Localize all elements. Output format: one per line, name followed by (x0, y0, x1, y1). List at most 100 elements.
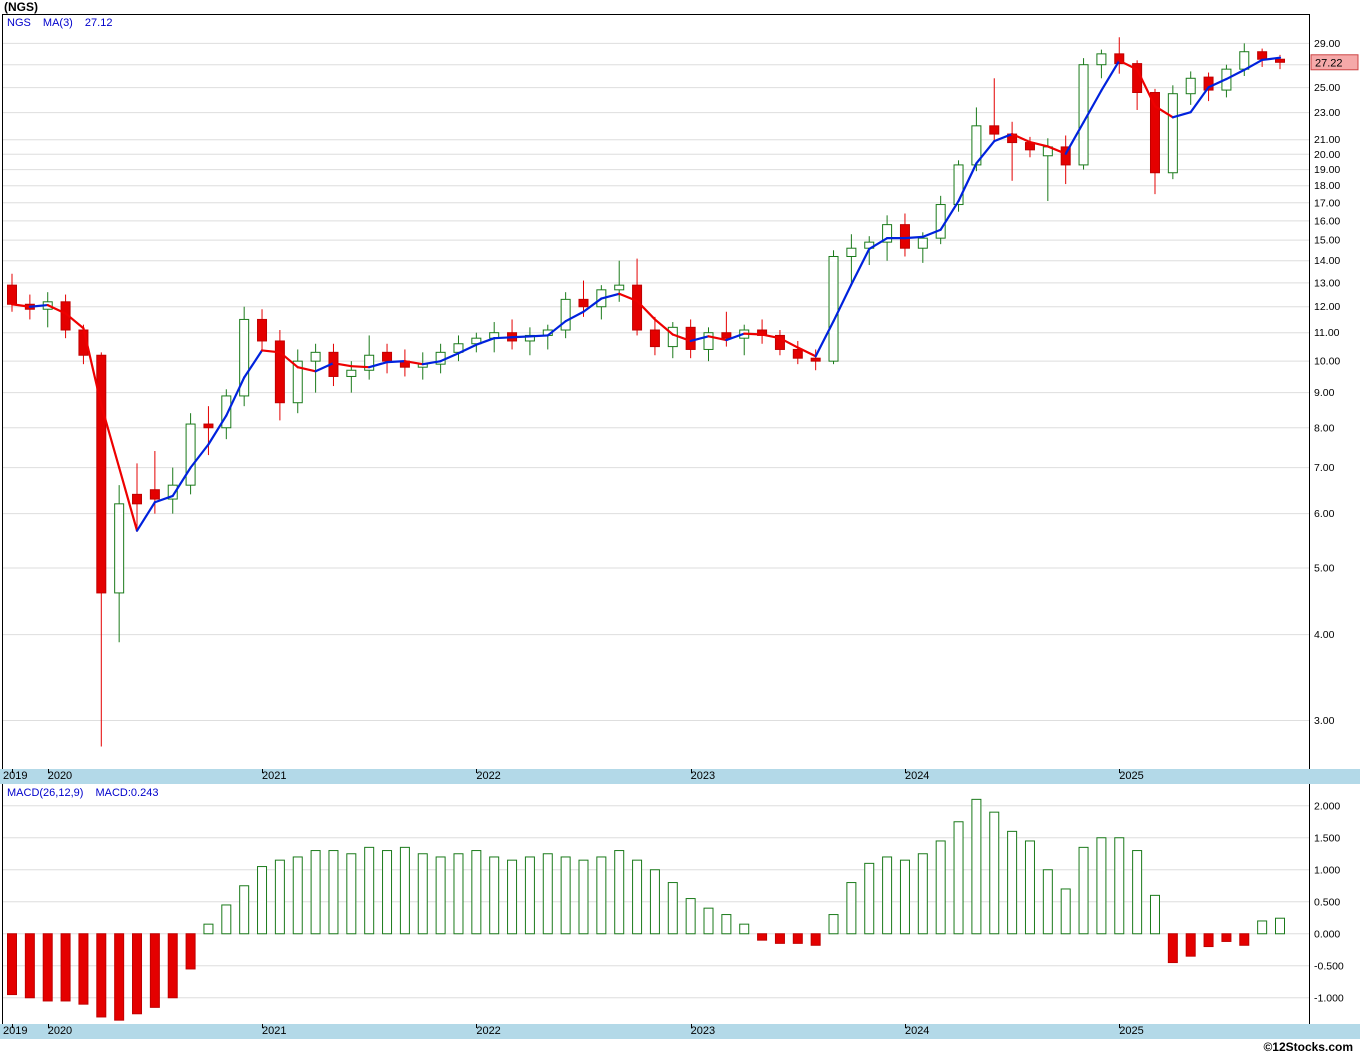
ma-line-segment (10, 303, 31, 308)
x-axis-years-lower: 2019 2020 2021 2022 2023 2024 2025 (0, 1024, 1360, 1039)
candle-body (149, 489, 160, 500)
candle-body (935, 204, 946, 239)
macd-bar-negative (149, 933, 160, 1008)
price-axis-label: 3.00 (1314, 715, 1335, 727)
ma-line-segment (118, 466, 139, 532)
ma-line-segment (635, 299, 657, 321)
ma-line-segment (493, 336, 514, 340)
macd-bar-positive (203, 923, 214, 935)
macd-bar-negative (96, 933, 107, 1018)
candle-body (1060, 146, 1071, 166)
macd-bar-negative (132, 933, 143, 1015)
candle-body (257, 318, 268, 342)
price-axis-label: 23.00 (1314, 107, 1340, 119)
last-price-value: 27.22 (1315, 57, 1343, 69)
macd-bar-positive (435, 856, 446, 935)
ma-line-segment (1118, 59, 1139, 71)
candle-body (899, 224, 910, 249)
candle-body (292, 360, 303, 404)
macd-bar-positive (417, 853, 428, 935)
ma-line-segment (457, 343, 478, 355)
year-tick (262, 1024, 264, 1028)
ma-line-segment (243, 349, 264, 379)
macd-bar-positive (649, 869, 660, 935)
macd-bar-positive (1132, 850, 1143, 935)
candle-body (685, 326, 696, 350)
ma-line-segment (153, 494, 174, 504)
candle-body (917, 237, 928, 249)
candle-body (364, 354, 375, 371)
macd-bar-negative (774, 933, 785, 944)
year-label: 2023 (690, 1025, 716, 1037)
macd-bar-positive (614, 850, 625, 935)
year-label: 2019 (3, 1025, 28, 1037)
macd-bar-positive (382, 850, 393, 935)
ma-line-segment (671, 333, 692, 343)
macd-bar-positive (1275, 917, 1285, 935)
year-tick (12, 769, 13, 773)
price-axis-label: 11.00 (1314, 327, 1340, 339)
candle-body (96, 354, 107, 594)
legend-symbol: NGS (7, 17, 31, 29)
ma-line-segment (46, 303, 67, 315)
macd-bar-negative (1239, 933, 1250, 946)
macd-bar-positive (346, 853, 357, 935)
price-axis-label: 19.00 (1314, 164, 1340, 176)
ma-line-segment (743, 332, 764, 336)
macd-bar-positive (685, 898, 696, 935)
year-label: 2020 (47, 770, 73, 782)
macd-legend-name: MACD(26,12,9) (7, 787, 84, 799)
year-label: 2020 (47, 1025, 73, 1037)
ma-line-segment (368, 361, 389, 369)
macd-bar-negative (1185, 933, 1196, 957)
macd-bar-positive (632, 859, 643, 935)
ma-line-segment (475, 337, 496, 346)
candle-body (703, 332, 714, 350)
candle-body (721, 332, 732, 339)
candle-body (132, 493, 143, 505)
year-label: 2023 (690, 770, 716, 782)
price-axis-label: 15.00 (1314, 235, 1340, 247)
ma-line-segment (832, 283, 853, 323)
macd-bar-positive (721, 914, 732, 935)
year-tick (262, 769, 264, 773)
price-axis-label: 6.00 (1314, 508, 1335, 520)
ma-line-segment (296, 366, 317, 373)
macd-axis-label: -1.000 (1314, 992, 1344, 1004)
price-axis-label: 13.00 (1314, 277, 1340, 289)
macd-bar-negative (1203, 933, 1214, 948)
macd-legend: MACD(26,12,9) MACD:0.243 (7, 787, 167, 799)
ma-line-segment (600, 292, 621, 300)
macd-bar-positive (596, 856, 607, 935)
macd-axis-label: -0.500 (1314, 960, 1344, 972)
macd-bar-positive (471, 850, 482, 935)
macd-bar-positive (882, 856, 893, 935)
macd-bar-positive (524, 856, 535, 935)
price-legend: NGS MA(3) 27.12 (7, 17, 121, 29)
year-tick (1119, 769, 1121, 773)
price-chart-canvas: 29.0027.0025.0023.0021.0020.0019.0018.00… (2, 14, 1359, 769)
ma-line-segment (1189, 86, 1210, 114)
year-label: 2024 (904, 1025, 930, 1037)
last-price-tag (1310, 54, 1359, 71)
macd-bar-positive (1042, 869, 1053, 935)
macd-bar-negative (167, 933, 178, 999)
ma-line-segment (1136, 68, 1157, 108)
year-tick (476, 769, 478, 773)
price-axis-label: 18.00 (1314, 180, 1340, 192)
macd-bar-negative (185, 933, 196, 970)
macd-axis-label: 2.000 (1314, 800, 1340, 812)
price-axis-label: 21.00 (1314, 134, 1340, 146)
year-label: 2022 (476, 1025, 501, 1037)
macd-bar-positive (1257, 920, 1268, 935)
ma-line-segment (546, 320, 567, 337)
candle-body (810, 357, 821, 362)
macd-bar-positive (1078, 846, 1089, 935)
ma-line-segment (314, 362, 335, 373)
candle-body (989, 125, 1000, 135)
macd-bar-positive (364, 846, 375, 935)
macd-bar-negative (42, 933, 53, 1002)
macd-bar-positive (560, 856, 571, 935)
macd-axis-label: 1.500 (1314, 832, 1340, 844)
year-label: 2019 (3, 770, 28, 782)
